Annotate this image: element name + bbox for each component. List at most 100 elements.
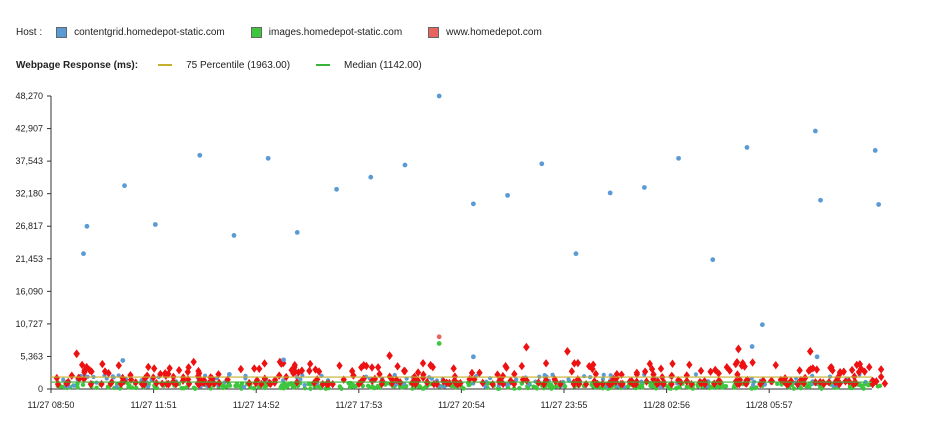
y-tick-label: 42,907 <box>15 124 43 134</box>
www-point <box>368 363 376 372</box>
www-point <box>215 370 222 379</box>
contentgrid-point <box>116 373 121 378</box>
www-point <box>76 374 83 383</box>
legend-item-contentgrid[interactable]: contentgrid.homedepot-static.com <box>56 26 225 38</box>
host-legend: Host : contentgrid.homedepot-static.com … <box>16 24 568 40</box>
www-point <box>592 369 599 379</box>
www-point <box>502 361 509 371</box>
images-point <box>709 384 714 390</box>
legend-item-median[interactable]: Median (1142.00) <box>316 60 422 71</box>
www-point <box>571 359 578 368</box>
x-tick-label: 11/27 23:55 <box>541 400 588 410</box>
y-tick-label: 26,817 <box>15 221 43 231</box>
images-point <box>685 384 691 390</box>
www-point <box>857 364 865 373</box>
www-outlier-point <box>564 346 571 356</box>
contentgrid-point <box>402 381 407 386</box>
www-point <box>768 377 776 386</box>
www-point <box>190 357 197 367</box>
x-tick-label: 11/27 08:50 <box>28 400 75 410</box>
www-point <box>98 379 105 389</box>
contentgrid-point <box>514 377 519 382</box>
contentgrid-point <box>110 374 115 379</box>
www-point <box>379 376 386 386</box>
images-point <box>105 385 111 390</box>
images-point <box>227 383 233 388</box>
contentgrid-outlier-point <box>368 174 374 180</box>
www-point <box>836 367 844 377</box>
contentgrid-outlier-point <box>872 148 878 153</box>
legend-swatch-contentgrid <box>56 26 68 38</box>
www-point <box>68 371 75 380</box>
www-point <box>401 366 409 376</box>
host-label: Host : <box>16 26 43 38</box>
contentgrid-point <box>227 372 232 377</box>
www-point <box>712 365 719 375</box>
images-point <box>75 385 80 390</box>
images-point <box>282 381 287 387</box>
www-point <box>88 367 95 376</box>
www-point <box>479 378 486 388</box>
www-point <box>419 359 427 368</box>
images-point <box>865 382 871 388</box>
response-label: Webpage Response (ms): <box>16 59 139 71</box>
www-point <box>568 367 575 376</box>
images-point <box>534 386 540 391</box>
www-point <box>394 362 401 371</box>
www-point <box>307 359 314 369</box>
www-point <box>410 377 417 386</box>
www-point <box>374 363 382 372</box>
www-point <box>363 361 370 371</box>
www-point <box>542 359 550 368</box>
www-point <box>120 376 128 386</box>
www-point <box>715 376 722 386</box>
www-outlier-point <box>386 351 393 361</box>
www-point <box>468 368 476 378</box>
x-tick-label: 11/27 14:52 <box>233 400 280 410</box>
images-point <box>94 385 99 390</box>
www-point <box>315 367 323 376</box>
contentgrid-point <box>608 373 613 378</box>
www-point <box>613 369 620 379</box>
www-outlier-point <box>73 349 80 359</box>
contentgrid-outlier-point <box>436 93 442 99</box>
www-point <box>258 379 265 389</box>
images-outlier-point <box>436 341 442 346</box>
x-tick-label: 11/27 11:51 <box>130 400 176 410</box>
images-point <box>307 381 312 387</box>
images-point <box>291 384 297 390</box>
contentgrid-point <box>241 385 247 390</box>
contentgrid-outlier-point <box>607 190 613 196</box>
www-point <box>697 366 705 376</box>
www-point <box>829 366 836 375</box>
www-point <box>414 368 422 377</box>
legend-item-images[interactable]: images.homedepot-static.com <box>250 26 402 38</box>
contentgrid-point <box>483 384 488 389</box>
www-point <box>450 364 457 373</box>
images-point <box>134 385 139 391</box>
contentgrid-point <box>300 373 305 378</box>
images-point <box>251 386 257 391</box>
www-point <box>433 379 441 389</box>
www-point <box>141 374 149 383</box>
www-point <box>360 361 367 370</box>
www-point <box>83 362 90 372</box>
contentgrid-outlier-point <box>231 233 237 238</box>
contentgrid-outlier-point <box>641 185 647 190</box>
www-point <box>683 377 691 386</box>
legend-label-www: www.homedepot.com <box>446 26 542 38</box>
www-point <box>669 359 676 368</box>
legend-item-75-percentile[interactable]: 75 Percentile (1963.00) <box>158 60 290 71</box>
www-point <box>707 367 714 376</box>
www-point <box>195 371 202 381</box>
www-point <box>590 360 597 369</box>
chart-axes <box>50 96 872 390</box>
www-point <box>261 359 268 368</box>
www-outlier-point <box>523 342 530 352</box>
images-point <box>791 386 797 391</box>
legend-label-contentgrid: contentgrid.homedepot-static.com <box>74 26 225 38</box>
images-point <box>222 384 228 389</box>
www-point <box>429 362 436 372</box>
contentgrid-outlier-point <box>294 229 300 235</box>
legend-item-www[interactable]: www.homedepot.com <box>428 26 542 38</box>
